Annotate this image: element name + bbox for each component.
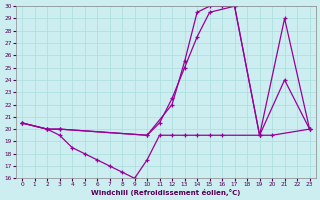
- X-axis label: Windchill (Refroidissement éolien,°C): Windchill (Refroidissement éolien,°C): [91, 189, 241, 196]
